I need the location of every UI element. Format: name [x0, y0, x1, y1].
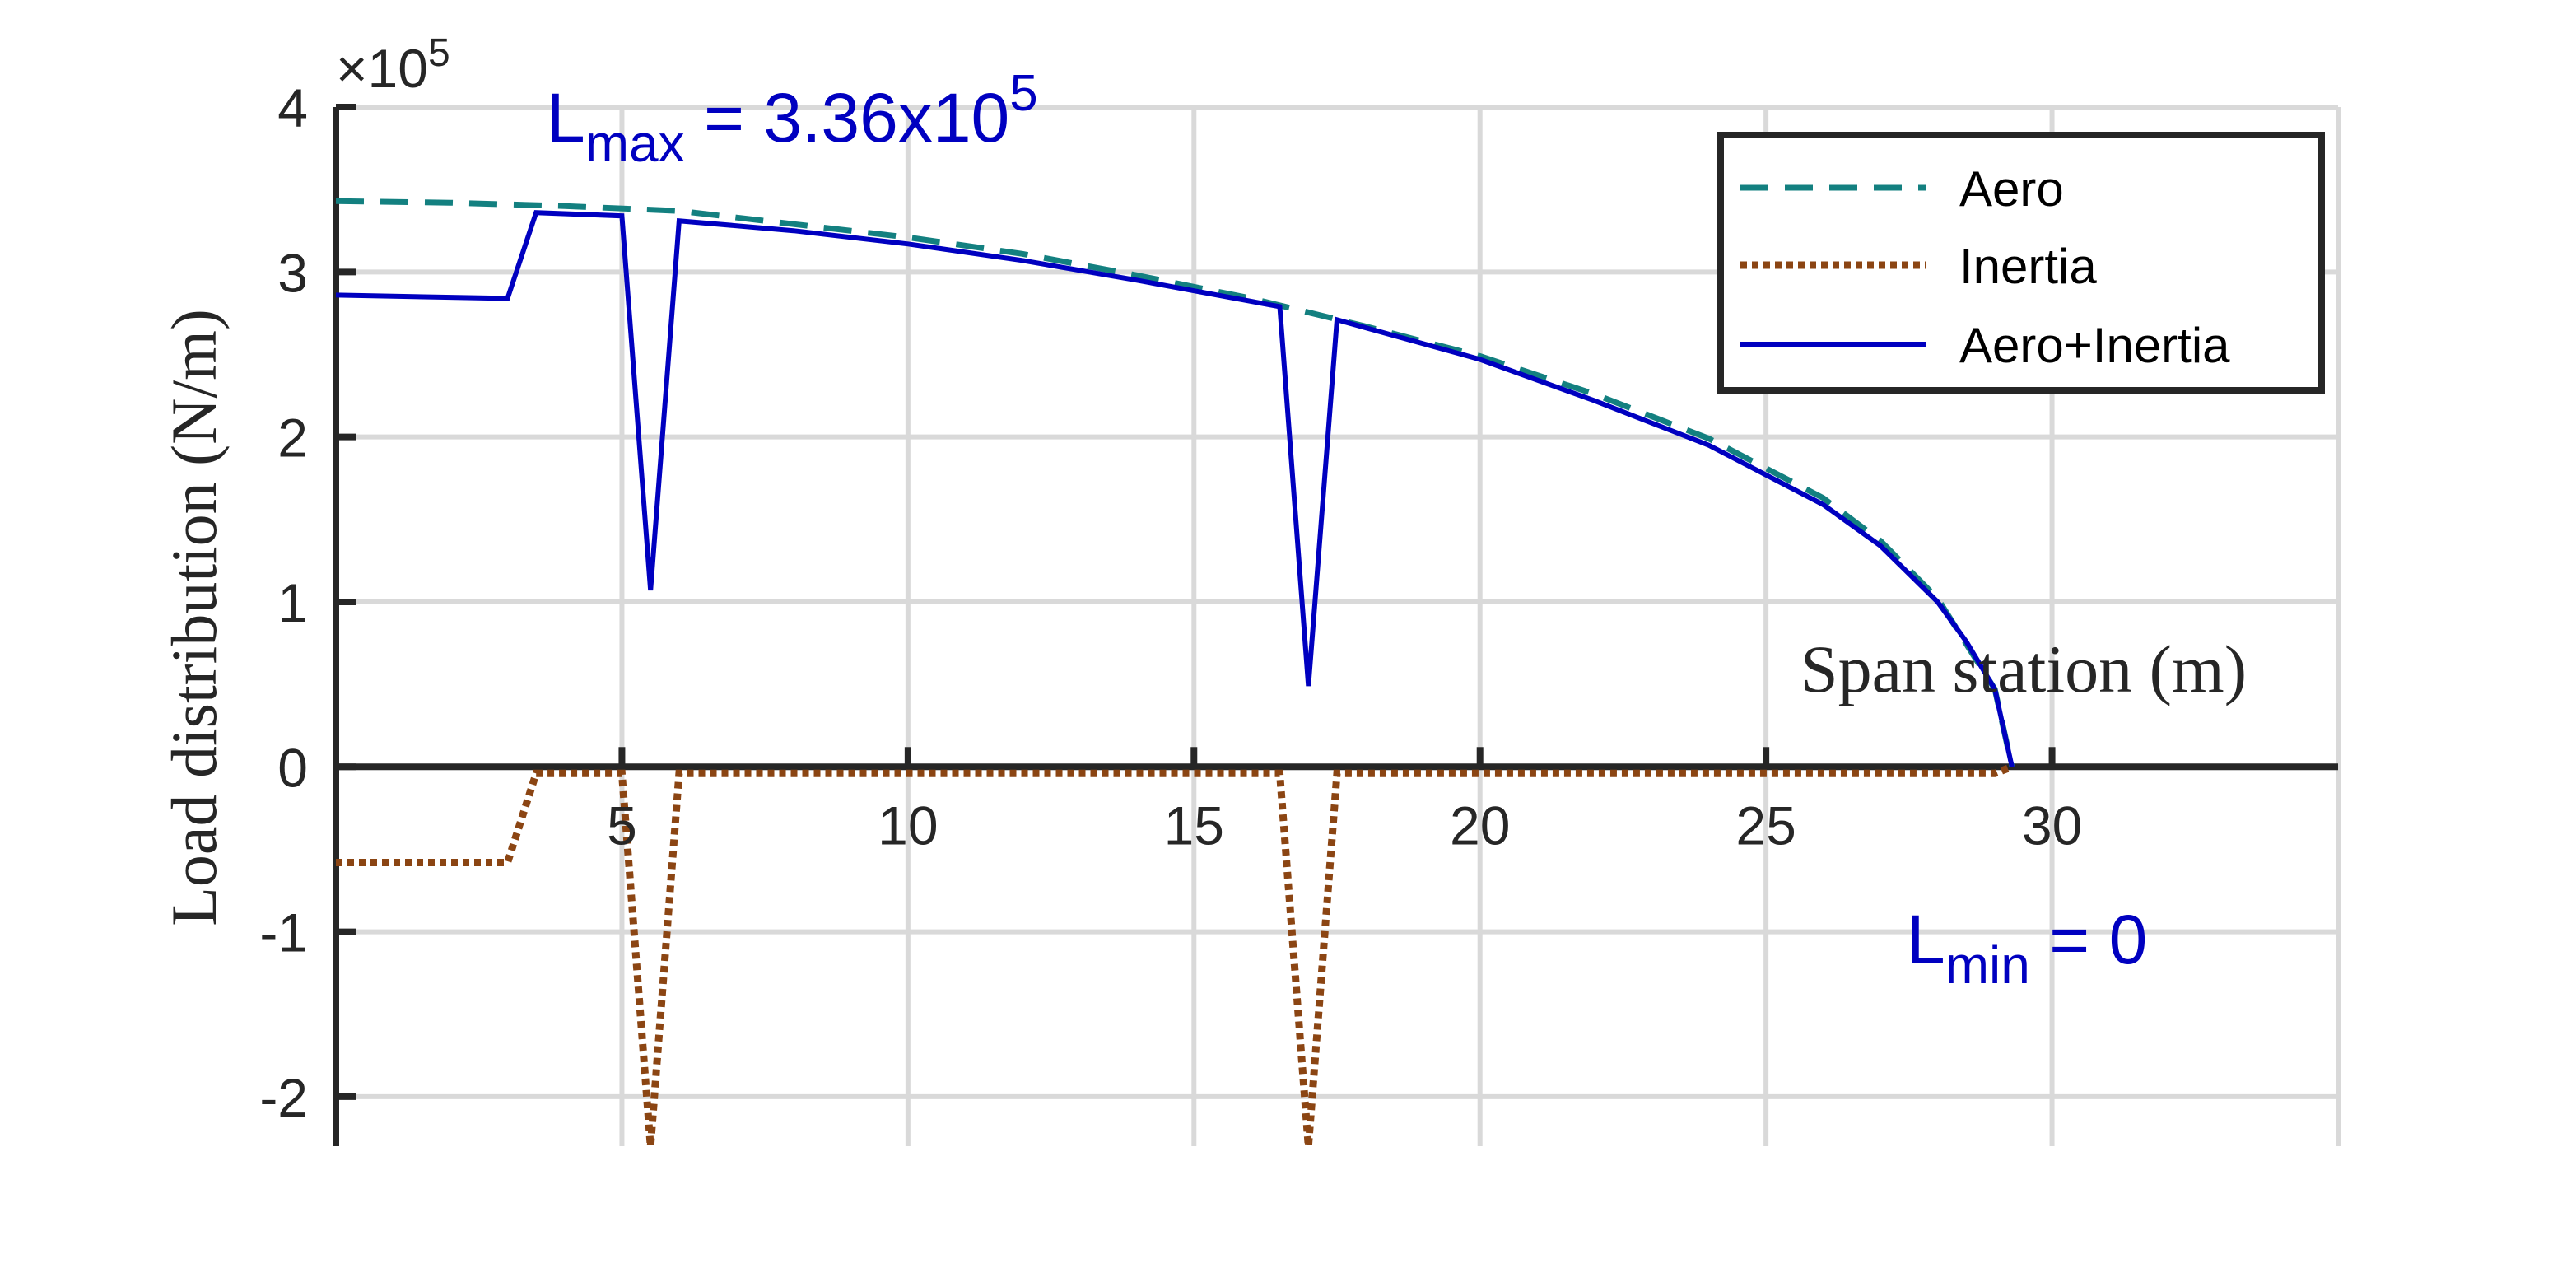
x-axis-label: Span station (m) [1800, 632, 2247, 706]
lmin-annotation: Lmin = 0 [1907, 901, 2147, 995]
lmax-main: L [547, 79, 585, 156]
y-exponent-power: 5 [428, 31, 450, 75]
y-exponent-base: ×10 [336, 38, 428, 99]
x-tick-label: 15 [1164, 795, 1224, 856]
y-tick-label: -1 [259, 902, 308, 963]
series-line-aero [336, 198, 2015, 768]
x-tick-label: 10 [878, 795, 938, 856]
x-tick-label: 5 [607, 795, 637, 856]
legend: Aero Inertia Aero+Inertia [1717, 132, 2325, 394]
y-tick-label: 1 [277, 572, 308, 633]
x-tick-label: 20 [1450, 795, 1510, 856]
y-exponent-label: ×105 [336, 31, 450, 99]
y-tick-label: 3 [277, 242, 308, 303]
label-layer: 5 10 15 20 25 30 -2 -1 0 1 2 3 4 [259, 77, 2082, 1128]
legend-label-inertia: Inertia [1959, 239, 2097, 294]
lmin-main: L [1907, 901, 1945, 978]
lmax-sub: max [585, 114, 685, 173]
y-tick-label: 0 [277, 737, 308, 798]
lmax-sup: 5 [1009, 65, 1037, 122]
y-tick-label: 4 [277, 77, 308, 138]
series-line-aero-inertia [336, 210, 2015, 767]
y-tick-label: 2 [277, 408, 308, 469]
legend-label-aero: Aero [1959, 161, 2064, 217]
lmin-sub: min [1945, 935, 2030, 995]
x-tick-label: 30 [2022, 795, 2082, 856]
x-tick-label: 25 [1735, 795, 1796, 856]
lmax-annotation: Lmax = 3.36x105 [547, 65, 1038, 173]
legend-label-aero-inertia: Aero+Inertia [1959, 318, 2230, 373]
lmax-value: = 3.36x10 [685, 79, 1010, 156]
legend-box [1717, 132, 2325, 394]
y-tick-label: -2 [259, 1067, 308, 1128]
series-layer [336, 198, 2015, 1146]
lmin-value: = 0 [2030, 901, 2147, 978]
series-line-inertia [336, 763, 2014, 1146]
y-axis-label: Load distribution (N/m) [158, 309, 230, 926]
